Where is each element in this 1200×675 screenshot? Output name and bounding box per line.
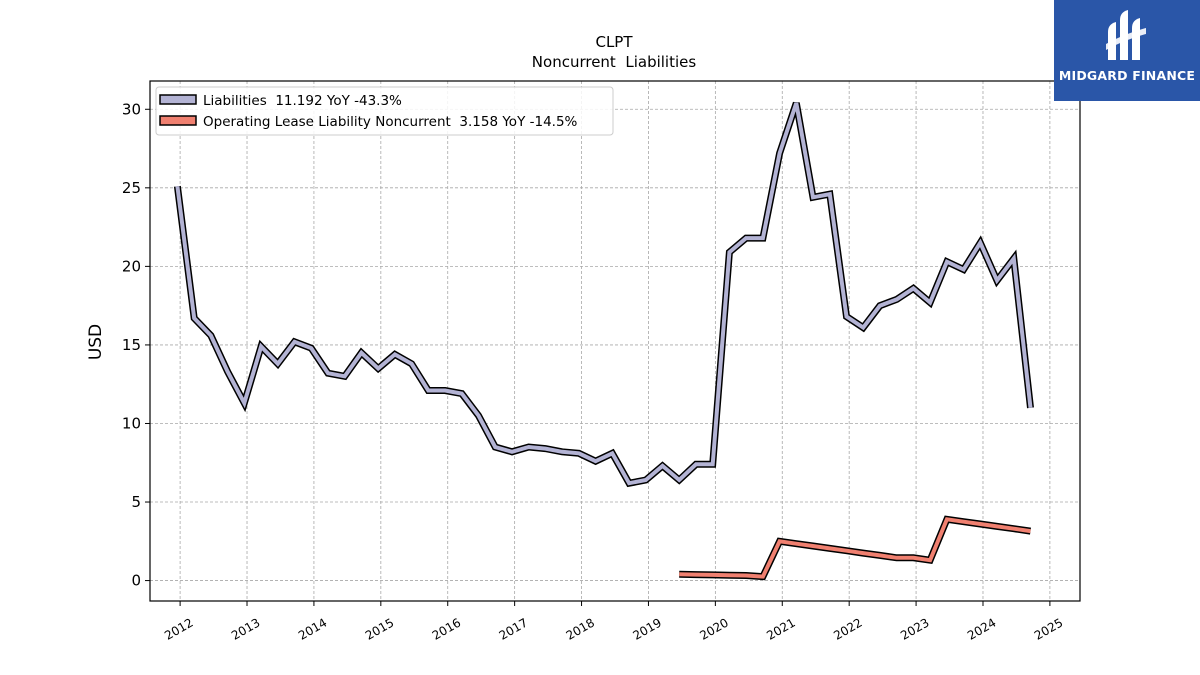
plot-frame (149, 80, 1081, 602)
y-axis-label: USD (86, 324, 106, 360)
legend-swatch (159, 94, 197, 105)
x-tick-label: 2019 (630, 615, 663, 642)
brand-logo: MIDGARD FINANCE (1054, 0, 1200, 101)
series-outline-1 (679, 515, 1031, 581)
chart-subtitle: Noncurrent Liabilities (532, 53, 697, 71)
legend: Liabilities 11.192 YoY -43.3% Operating L… (155, 86, 614, 136)
y-tick-label: 25 (122, 179, 141, 197)
y-tick-label: 15 (122, 336, 141, 354)
x-tick-label: 2017 (497, 615, 530, 642)
x-ticks: 2012 2013 2014 2015 2016 2017 2018 2019 2020 2021… (162, 601, 1065, 643)
x-tick-label: 2021 (764, 615, 797, 642)
x-tick-label: 2015 (363, 615, 396, 642)
y-tick-label: 0 (131, 572, 141, 590)
legend-swatch (159, 115, 197, 126)
x-tick-label: 2013 (229, 615, 262, 642)
series-line-0 (175, 102, 1033, 486)
series-layer (173, 101, 1034, 581)
x-tick-label: 2020 (697, 615, 730, 642)
grid (150, 81, 1080, 601)
x-tick-label: 2022 (831, 615, 864, 642)
logo-mark-icon (1106, 10, 1146, 60)
x-tick-label: 2014 (296, 615, 329, 642)
y-tick-label: 30 (122, 100, 141, 118)
x-tick-label: 2012 (162, 615, 195, 642)
series-line-1 (679, 517, 1031, 579)
x-tick-label: 2016 (430, 615, 463, 642)
series-outline-0 (173, 101, 1034, 488)
logo-text: MIDGARD FINANCE (1058, 68, 1196, 83)
legend-box (155, 86, 614, 136)
y-tick-label: 20 (122, 257, 141, 275)
chart-title: CLPT (595, 33, 633, 51)
x-tick-label: 2025 (1032, 615, 1065, 642)
x-tick-label: 2024 (965, 615, 998, 642)
y-tick-label: 10 (122, 414, 141, 432)
legend-label: Operating Lease Liability Noncurrent 3.1… (203, 114, 578, 130)
legend-label: Liabilities 11.192 YoY -43.3% (203, 93, 402, 109)
y-ticks: 0 5 10 15 20 25 30 (122, 100, 150, 590)
x-tick-label: 2018 (564, 615, 597, 642)
x-tick-label: 2023 (898, 615, 931, 642)
y-tick-label: 5 (131, 493, 141, 511)
